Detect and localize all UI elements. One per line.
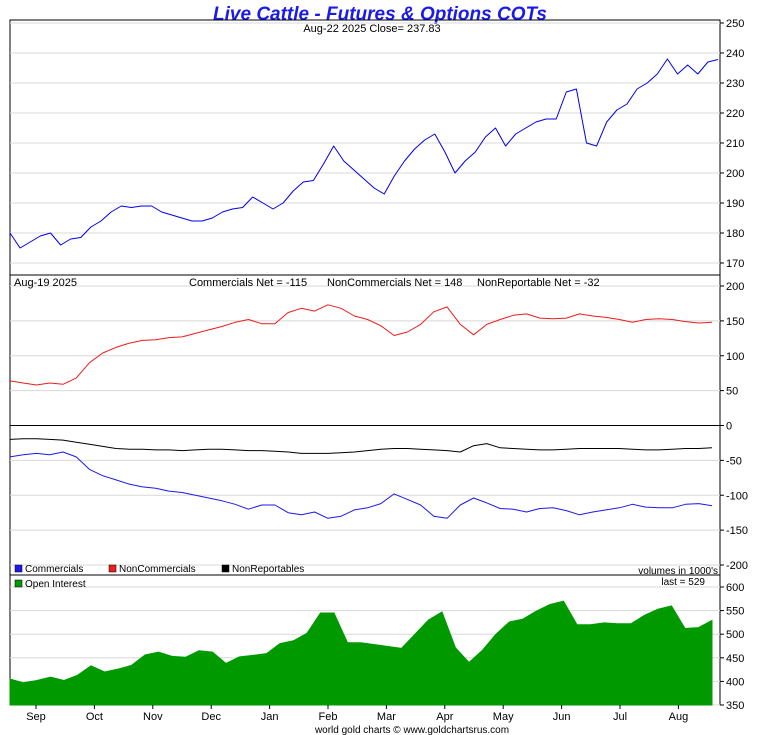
y-tick-label-open_interest: 350: [726, 700, 744, 712]
y-tick-label-open_interest: 550: [726, 606, 744, 618]
x-tick-label: Jul: [613, 711, 627, 723]
y-tick-label-price: 240: [726, 48, 744, 60]
price-panel: [9, 19, 721, 276]
noncommercials-series: [9, 304, 713, 386]
legend-commercials: Commercials: [25, 564, 83, 575]
legend-nonreportables: NonReportables: [232, 564, 304, 575]
y-tick-label-cot: 50: [726, 386, 738, 398]
price-header: Aug-22 2025 Close= 237.83: [303, 23, 440, 35]
x-tick-label: Aug: [669, 711, 689, 723]
y-tick-label-cot: -150: [726, 525, 748, 537]
y-tick-label-price: 200: [726, 168, 744, 180]
nonreportable-net: NonReportable Net = -32: [477, 277, 600, 289]
open-interest-area: [9, 600, 713, 706]
volume-note: volumes in 1000's: [638, 566, 718, 577]
y-tick-label-open_interest: 400: [726, 676, 744, 688]
x-tick-label: Apr: [436, 711, 453, 723]
legend-commercials-swatch: [14, 564, 23, 573]
y-axis-ticks: 170 180 190 200 210 220 230 240 250 -200 -150 -100 -…: [720, 18, 748, 712]
y-tick-label-cot: 0: [726, 421, 732, 433]
gridlines: [10, 22, 720, 706]
last-note: last = 529: [661, 577, 705, 588]
y-tick-label-cot: -50: [726, 455, 742, 467]
noncommercials-net: NonCommercials Net = 148: [327, 277, 462, 289]
y-tick-label-cot: 200: [726, 281, 744, 293]
y-tick-label-price: 170: [726, 258, 744, 270]
commercials-series: [9, 451, 713, 519]
y-tick-label-price: 220: [726, 108, 744, 120]
cot-date: Aug-19 2025: [14, 277, 77, 289]
chart-title: Live Cattle - Futures & Options COTs: [213, 4, 547, 25]
x-tick-label: Jun: [553, 711, 571, 723]
legend-noncommercials-swatch: [108, 564, 117, 573]
x-tick-label: Jan: [261, 711, 279, 723]
x-axis-months: Sep Oct Nov Dec Jan Feb Mar Apr May Jun Jul Aug: [26, 705, 688, 723]
y-tick-label-open_interest: 450: [726, 653, 744, 665]
legend-open-interest-swatch: [14, 579, 23, 588]
y-tick-label-cot: -200: [726, 560, 748, 572]
y-tick-label-cot: 150: [726, 316, 744, 328]
y-tick-label-open_interest: 600: [726, 582, 744, 594]
y-tick-label-price: 250: [726, 18, 744, 30]
price-series: [9, 58, 719, 249]
x-tick-label: May: [493, 711, 514, 723]
y-tick-label-cot: -100: [726, 490, 748, 502]
x-tick-label: Mar: [377, 711, 396, 723]
x-tick-label: Sep: [26, 711, 46, 723]
x-tick-label: Dec: [201, 711, 221, 723]
x-tick-label: Feb: [319, 711, 338, 723]
y-tick-label-price: 180: [726, 228, 744, 240]
nonreportables-series: [9, 438, 713, 454]
open-interest-series: [9, 600, 713, 706]
footer-credit: world gold charts © www.goldchartsrus.co…: [314, 725, 509, 735]
x-tick-label: Oct: [86, 711, 103, 723]
legend-noncommercials: NonCommercials: [119, 564, 196, 575]
x-tick-label: Nov: [143, 711, 163, 723]
series-lines: [9, 58, 719, 519]
commercials-net: Commercials Net = -115: [189, 277, 307, 289]
legend-nonreportables-swatch: [221, 564, 230, 573]
y-tick-label-price: 210: [726, 138, 744, 150]
y-tick-label-price: 190: [726, 198, 744, 210]
y-tick-label-price: 230: [726, 78, 744, 90]
legend-open-interest: Open Interest: [25, 579, 86, 590]
y-tick-label-cot: 100: [726, 351, 744, 363]
y-tick-label-open_interest: 500: [726, 629, 744, 641]
